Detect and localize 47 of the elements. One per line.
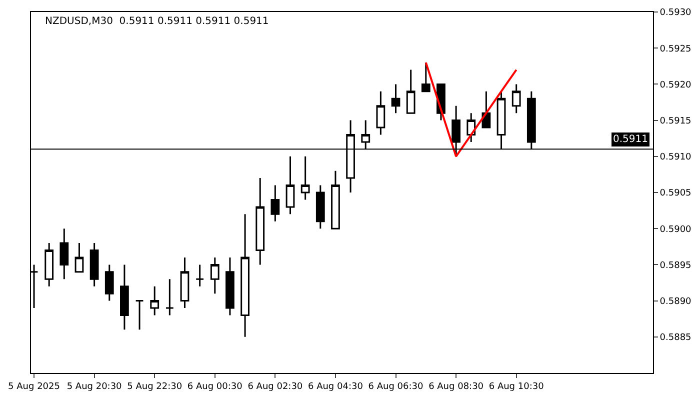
x-tick-label: 6 Aug 08:30 (428, 382, 484, 392)
ref-line-label: 0.5911 (613, 134, 648, 145)
candlestick (210, 256, 220, 294)
candlestick (421, 62, 430, 92)
candlestick (150, 286, 160, 316)
candlestick (270, 184, 280, 222)
x-tick-label: 5 Aug 22:30 (127, 382, 182, 392)
candlestick (60, 228, 69, 280)
x-tick-label: 6 Aug 02:30 (248, 382, 303, 392)
y-tick-label: 0.5895 (660, 260, 692, 271)
y-tick-label: 0.5920 (660, 80, 692, 90)
candlestick (165, 278, 174, 316)
y-tick-label: 0.5890 (660, 296, 692, 307)
candlestick (256, 177, 265, 266)
y-tick-label: 0.5930 (660, 8, 692, 18)
candlestick (482, 90, 491, 128)
x-tick-label: 6 Aug 06:30 (368, 382, 424, 392)
candlestick (240, 213, 250, 338)
candlestick (90, 242, 99, 288)
candlestick (286, 156, 295, 215)
y-tick-label: 0.5900 (660, 224, 692, 235)
candlestick (120, 264, 129, 330)
candlestick (195, 264, 204, 288)
candlestick (512, 83, 521, 114)
y-tick-label: 0.5905 (660, 188, 692, 199)
y-tick-label: 0.5915 (660, 116, 692, 126)
candlestick (74, 242, 84, 273)
candlestick (226, 256, 234, 316)
candlestick (376, 90, 386, 136)
candlestick (316, 184, 325, 230)
candlestick (44, 242, 54, 288)
candlestick (180, 256, 190, 309)
candlestick (135, 300, 144, 330)
x-tick-label: 6 Aug 00:30 (187, 382, 243, 392)
candlestick (300, 156, 310, 200)
x-tick-label: 5 Aug 20:30 (66, 382, 122, 392)
x-tick-label: 6 Aug 10:30 (488, 382, 544, 392)
y-tick-label: 0.5910 (660, 152, 692, 163)
candlestick (406, 69, 416, 114)
y-tick-label: 0.5925 (660, 44, 692, 54)
candlestick (391, 83, 400, 114)
candlestick (331, 170, 340, 230)
x-tick-label: 6 Aug 04:30 (308, 382, 364, 392)
x-tick-label: 5 Aug 2025 (8, 382, 60, 392)
chart-title: NZDUSD,M30 0.5911 0.5911 0.5911 0.5911 (45, 16, 269, 27)
candlestick (104, 264, 114, 302)
y-tick-label: 0.5885 (660, 333, 692, 344)
